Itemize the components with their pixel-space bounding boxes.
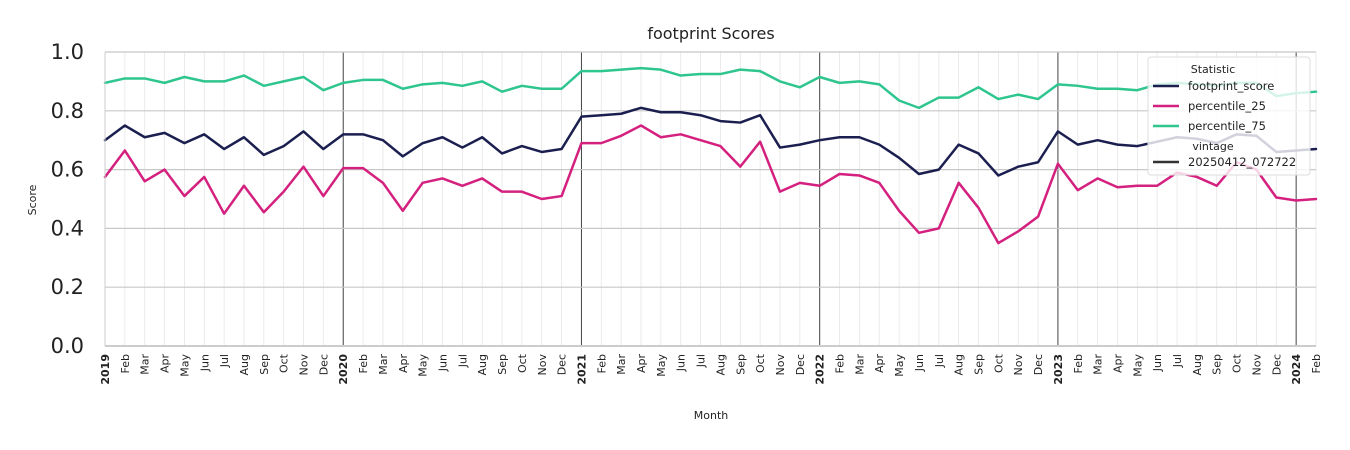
x-tick-label: Mar [377, 354, 390, 375]
x-tick-label: Aug [714, 354, 727, 375]
plot-area [105, 52, 1316, 346]
x-tick-label: Aug [953, 354, 966, 375]
y-tick-label: 0.2 [51, 275, 84, 299]
series-line-percentile-25 [103, 124, 1318, 245]
y-axis-label: Score [26, 184, 39, 215]
legend: Statistic footprint_score percentile_25per… [1147, 56, 1311, 176]
y-tick-label: 0.0 [51, 334, 84, 358]
x-tick-label: Nov [1012, 354, 1025, 376]
x-tick-label: Nov [298, 354, 311, 376]
x-tick-label: Apr [873, 354, 886, 374]
x-tick-label: Aug [238, 354, 251, 375]
x-tick-label: Apr [1111, 354, 1124, 374]
x-tick-label: Nov [774, 354, 787, 376]
x-tick-label: Sep [973, 354, 986, 375]
x-tick-label: Dec [1032, 354, 1045, 375]
y-tick-label: 0.4 [51, 216, 84, 240]
x-tick-label: Feb [1072, 354, 1085, 373]
x-tick-label-year: 2022 [814, 354, 827, 385]
x-tick-label: May [893, 354, 906, 377]
x-tick-label: Oct [992, 353, 1005, 373]
legend-title-statistic: Statistic [1191, 63, 1236, 76]
series-lines [103, 66, 1318, 245]
x-tick-label: Apr [159, 354, 172, 374]
x-tick-label: Aug [1191, 354, 1204, 375]
legend-box [1147, 56, 1311, 176]
x-tick-label: Nov [536, 354, 549, 376]
x-tick-label: Feb [357, 354, 370, 373]
x-tick-label: Sep [496, 354, 509, 375]
x-tick-label: Oct [1231, 353, 1244, 373]
x-tick-label: Jul [695, 354, 708, 368]
x-tick-label-year: 2023 [1052, 354, 1065, 385]
x-tick-label: Oct [516, 353, 529, 373]
x-tick-label: Dec [556, 354, 569, 375]
x-tick-label: Jul [1171, 354, 1184, 368]
x-tick-label: Mar [615, 354, 628, 375]
legend-label-vintage: 20250412_072722 [1188, 155, 1296, 169]
x-tick-label: Aug [476, 354, 489, 375]
x-tick-label: Jun [913, 354, 926, 372]
chart-title: footprint Scores [647, 24, 774, 43]
x-tick-label: Nov [1250, 354, 1263, 376]
legend-label-percentile-75: percentile_75 [1188, 119, 1266, 133]
x-tick-label: Jun [198, 354, 211, 372]
x-tick-label: Mar [1092, 354, 1105, 375]
x-tick-label: Apr [397, 354, 410, 374]
x-tick-label: Feb [119, 354, 132, 373]
x-tick-label: Jun [436, 354, 449, 372]
x-tick-label: Dec [1270, 354, 1283, 375]
x-tick-label: Sep [1211, 354, 1224, 375]
series-line-percentile-75 [103, 66, 1318, 110]
x-tick-label: Feb [1310, 354, 1323, 373]
x-tick-label: May [1131, 354, 1144, 377]
x-tick-label: Jul [933, 354, 946, 368]
x-tick-label: Apr [635, 354, 648, 374]
y-tick-label: 1.0 [51, 40, 84, 64]
y-tick-label: 0.6 [51, 158, 84, 182]
x-tick-label: Dec [317, 354, 330, 375]
x-tick-label: Sep [734, 354, 747, 375]
x-tick-label: Feb [834, 354, 847, 373]
x-tick-label: May [178, 354, 191, 377]
x-tick-label-year: 2020 [337, 354, 350, 385]
series-line-footprint-score [103, 106, 1318, 177]
x-tick-label: Dec [794, 354, 807, 375]
x-tick-label: May [417, 354, 430, 377]
x-tick-label: Jul [456, 354, 469, 368]
x-tick-label: May [655, 354, 668, 377]
legend-label-percentile-25: percentile_25 [1188, 99, 1266, 113]
x-tick-label: Oct [754, 353, 767, 373]
x-tick-label-year: 2019 [99, 354, 112, 385]
x-axis-label: Month [694, 409, 729, 422]
legend-title-vintage: vintage [1192, 140, 1234, 153]
x-tick-label: Mar [139, 354, 152, 375]
x-tick-label-year: 2024 [1290, 354, 1303, 385]
axes: 0.0 0.2 0.4 0.6 0.8 1.0 2019 Feb Mar Apr May Jun Jul… [51, 40, 1323, 385]
x-tick-label-year: 2021 [575, 354, 588, 385]
x-tick-label: Sep [258, 354, 271, 375]
x-tick-label: Jul [218, 354, 231, 368]
legend-label-footprint-score: footprint_score [1188, 79, 1274, 93]
y-tick-label: 0.8 [51, 99, 84, 123]
x-tick-label: Oct [278, 353, 291, 373]
x-tick-label: Jun [1151, 354, 1164, 372]
grid [104, 51, 1317, 347]
x-tick-label: Jun [675, 354, 688, 372]
x-tick-label: Feb [595, 354, 608, 373]
x-tick-label: Mar [853, 354, 866, 375]
